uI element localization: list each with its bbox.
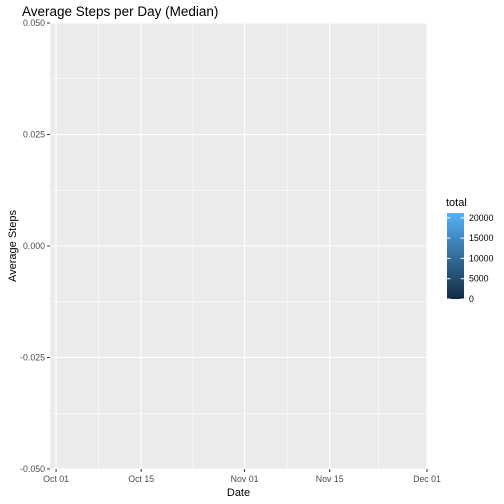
major-gridlines — [50, 22, 428, 470]
legend-title: total — [446, 197, 467, 209]
legend-tick-label: 5000 — [469, 274, 489, 284]
legend-tick-label: 10000 — [469, 253, 494, 263]
legend-tick-label: 15000 — [469, 233, 494, 243]
legend-tick-label: 0 — [469, 294, 474, 304]
y-tick-label: 0.000 — [23, 241, 45, 251]
legend: total 20000 15000 10000 5000 0 — [446, 197, 494, 304]
x-tick-label: Dec 01 — [413, 474, 441, 484]
y-tick-label: 0.025 — [23, 130, 45, 140]
x-tick-label: Oct 15 — [128, 474, 154, 484]
x-axis-title: Date — [227, 487, 250, 499]
x-tick-label: Oct 01 — [43, 474, 69, 484]
y-axis: 0.050 0.025 0.000 -0.025 -0.050 — [20, 18, 50, 474]
chart-title: Average Steps per Day (Median) — [22, 4, 218, 19]
x-axis: Oct 01 Oct 15 Nov 01 Nov 15 Dec 01 — [43, 469, 441, 484]
y-tick-label: -0.025 — [20, 353, 45, 363]
x-tick-label: Nov 01 — [231, 474, 259, 484]
legend-colorbar — [447, 213, 464, 299]
y-tick-label: 0.050 — [23, 18, 45, 28]
y-tick-label: -0.050 — [20, 464, 45, 474]
x-tick-label: Nov 15 — [316, 474, 344, 484]
legend-tick-label: 20000 — [469, 213, 494, 223]
y-axis-title: Average Steps — [7, 210, 19, 282]
